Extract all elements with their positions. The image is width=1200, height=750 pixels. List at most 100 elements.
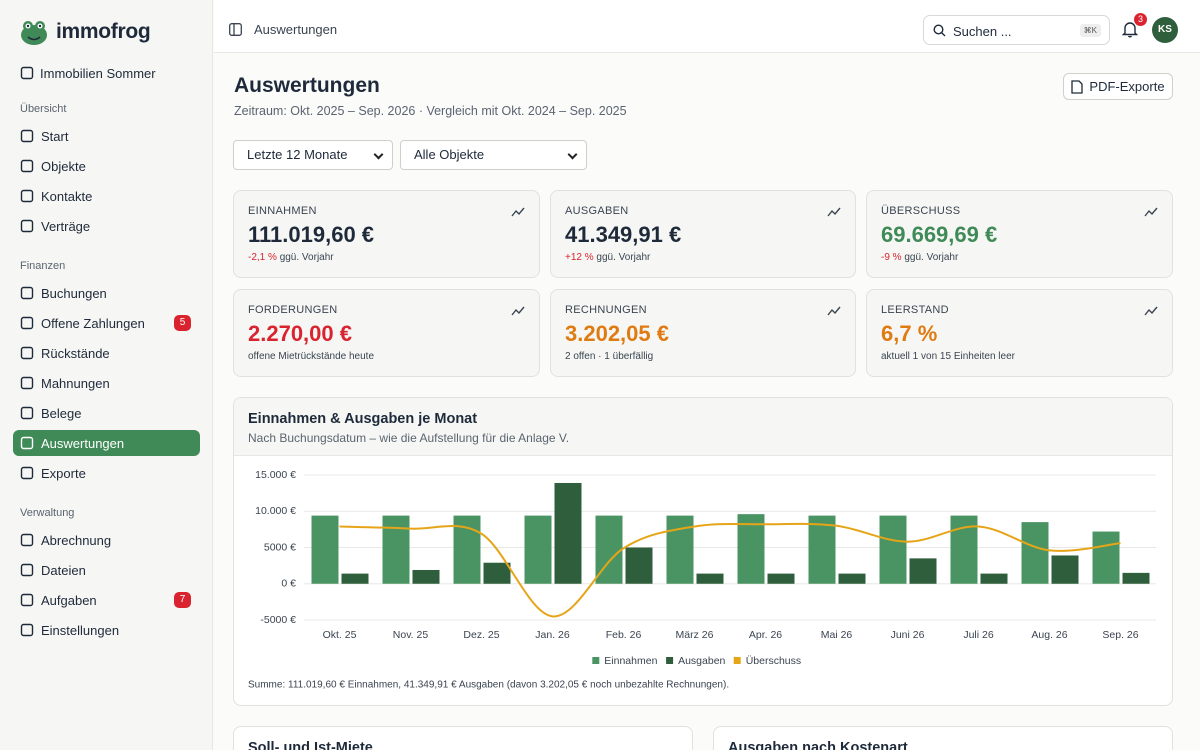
nav-item[interactable]: Einstellungen xyxy=(13,615,200,645)
page-title: Auswertungen xyxy=(234,74,380,97)
kpi-label: RECHNUNGEN xyxy=(565,304,647,316)
nav-label: Kontakte xyxy=(41,188,93,204)
nav-item[interactable]: Dateien xyxy=(13,555,200,585)
nav-icon-shape xyxy=(20,436,34,450)
nav-item[interactable]: Abrechnung xyxy=(13,525,200,555)
nav-section-title: Verwaltung xyxy=(20,507,75,519)
bar xyxy=(838,573,866,584)
y-tick-label: 5000 € xyxy=(264,541,296,553)
nav-item[interactable]: Offene Zahlungen 5 xyxy=(13,308,200,338)
nav-item[interactable]: Rückstände xyxy=(13,338,200,368)
y-tick-label: 15.000 € xyxy=(255,469,296,481)
nav-icon-shape xyxy=(20,533,34,547)
nav-item[interactable]: Auswertungen xyxy=(13,430,200,456)
nav-label: Aufgaben xyxy=(41,592,97,608)
shortcut: ⌘K xyxy=(1079,24,1101,37)
bar xyxy=(412,569,440,584)
nav-icon-shape xyxy=(20,286,34,300)
avatar[interactable]: KS xyxy=(1152,17,1178,43)
kpi-icon-shape xyxy=(1144,207,1158,217)
pdf-export-button[interactable]: PDF-Exporte xyxy=(1063,73,1173,100)
nav-item[interactable]: Exporte xyxy=(13,458,200,488)
chart-subtitle: Nach Buchungsdatum – wie die Aufstellung… xyxy=(248,431,570,445)
nav-icon xyxy=(20,533,34,547)
account-icon xyxy=(20,66,34,80)
nav-label: Objekte xyxy=(41,158,86,174)
nav-label: Abrechnung xyxy=(41,532,112,548)
nav-icon xyxy=(20,159,34,173)
nav-item[interactable]: Kontakte xyxy=(13,181,200,211)
kpi-value: 2.270,00 € xyxy=(248,321,352,346)
kpi-card: EINNAHMEN 111.019,60 € -2,1 % ggü. Vorjahr xyxy=(233,190,540,278)
legend-swatch xyxy=(666,657,674,664)
nav-item[interactable]: Mahnungen xyxy=(13,368,200,398)
search-box[interactable]: Suchen ... ⌘K xyxy=(923,15,1110,45)
x-tick-label: Okt. 25 xyxy=(323,629,357,641)
page-subtitle: Zeitraum: Okt. 2025 – Sep. 2026 · Vergle… xyxy=(234,104,627,118)
account-name[interactable]: Immobilien Sommer xyxy=(40,66,156,81)
search-icon xyxy=(933,24,946,37)
kpi-icon xyxy=(511,306,525,316)
nav-icon-shape xyxy=(20,406,34,420)
bar xyxy=(483,562,511,584)
bar xyxy=(625,547,653,584)
nav-label: Verträge xyxy=(41,218,91,234)
kpi-note: -9 % ggü. Vorjahr xyxy=(881,252,958,263)
cost-card: Ausgaben nach Kostenart xyxy=(713,726,1173,750)
kpi-note: -2,1 % ggü. Vorjahr xyxy=(248,252,334,263)
bar xyxy=(879,515,907,584)
nav-icon xyxy=(20,376,34,390)
kpi-note: aktuell 1 von 15 Einheiten leer xyxy=(881,351,1015,362)
bar xyxy=(554,482,582,584)
nav-icon xyxy=(20,623,34,637)
bar xyxy=(737,514,765,584)
period-select[interactable]: Letzte 12 Monate xyxy=(233,140,393,170)
bar xyxy=(311,515,339,584)
kpi-card: AUSGABEN 41.349,91 € +12 % ggü. Vorjahr xyxy=(550,190,856,278)
nav-item[interactable]: Verträge xyxy=(13,211,200,241)
kpi-label: ÜBERSCHUSS xyxy=(881,205,961,217)
object-select[interactable]: Alle Objekte xyxy=(400,140,587,170)
nav-item[interactable]: Aufgaben 7 xyxy=(13,585,200,615)
nav-icon-shape xyxy=(20,129,34,143)
nav-item[interactable]: Buchungen xyxy=(13,278,200,308)
nav-item[interactable]: Start xyxy=(13,121,200,151)
nav-label: Auswertungen xyxy=(41,435,125,451)
nav-label: Rückstände xyxy=(41,345,110,361)
nav-icon xyxy=(20,593,34,607)
legend-swatch xyxy=(592,657,600,664)
pdf-export-label: PDF-Exporte xyxy=(1089,79,1165,94)
bar xyxy=(909,558,937,584)
sidebar: immofrog Immobilien Sommer Übersicht Star… xyxy=(0,0,213,750)
nav-item[interactable]: Belege xyxy=(13,398,200,428)
nav-label: Offene Zahlungen xyxy=(41,315,145,331)
kpi-note: 2 offen · 1 überfällig xyxy=(565,351,653,362)
nav-icon xyxy=(20,219,34,233)
chart-title: Einnahmen & Ausgaben je Monat xyxy=(248,411,478,427)
nav-badge: 7 xyxy=(174,592,191,608)
kpi-note-text: ggü. Vorjahr xyxy=(279,252,334,263)
topbar: Auswertungen Suchen ... ⌘K 3 KS xyxy=(214,0,1200,53)
nav-icon-shape xyxy=(20,159,34,173)
nav-icon xyxy=(20,346,34,360)
kpi-value: 3.202,05 € xyxy=(565,321,669,346)
x-tick-label: Juli 26 xyxy=(963,629,994,641)
search-placeholder: Suchen ... xyxy=(953,24,1012,39)
file-icon xyxy=(1071,79,1084,94)
sidebar-toggle[interactable] xyxy=(229,23,242,36)
legend-label: Ausgaben xyxy=(678,655,725,667)
line xyxy=(339,522,1121,618)
notification-bell[interactable] xyxy=(1122,20,1138,38)
nav-item[interactable]: Objekte xyxy=(13,151,200,181)
nav-icon-shape xyxy=(20,346,34,360)
breadcrumb: Auswertungen xyxy=(254,22,338,37)
kpi-value: 69.669,69 € xyxy=(881,222,998,247)
nav-icon-shape xyxy=(20,219,34,233)
kpi-label: LEERSTAND xyxy=(881,304,949,316)
kpi-note: +12 % ggü. Vorjahr xyxy=(565,252,650,263)
y-tick-label: 10.000 € xyxy=(255,505,296,517)
kpi-change: +12 % xyxy=(565,252,594,263)
kpi-change: -9 % xyxy=(881,252,902,263)
kpi-value: 111.019,60 € xyxy=(248,222,375,247)
bar xyxy=(666,515,694,584)
